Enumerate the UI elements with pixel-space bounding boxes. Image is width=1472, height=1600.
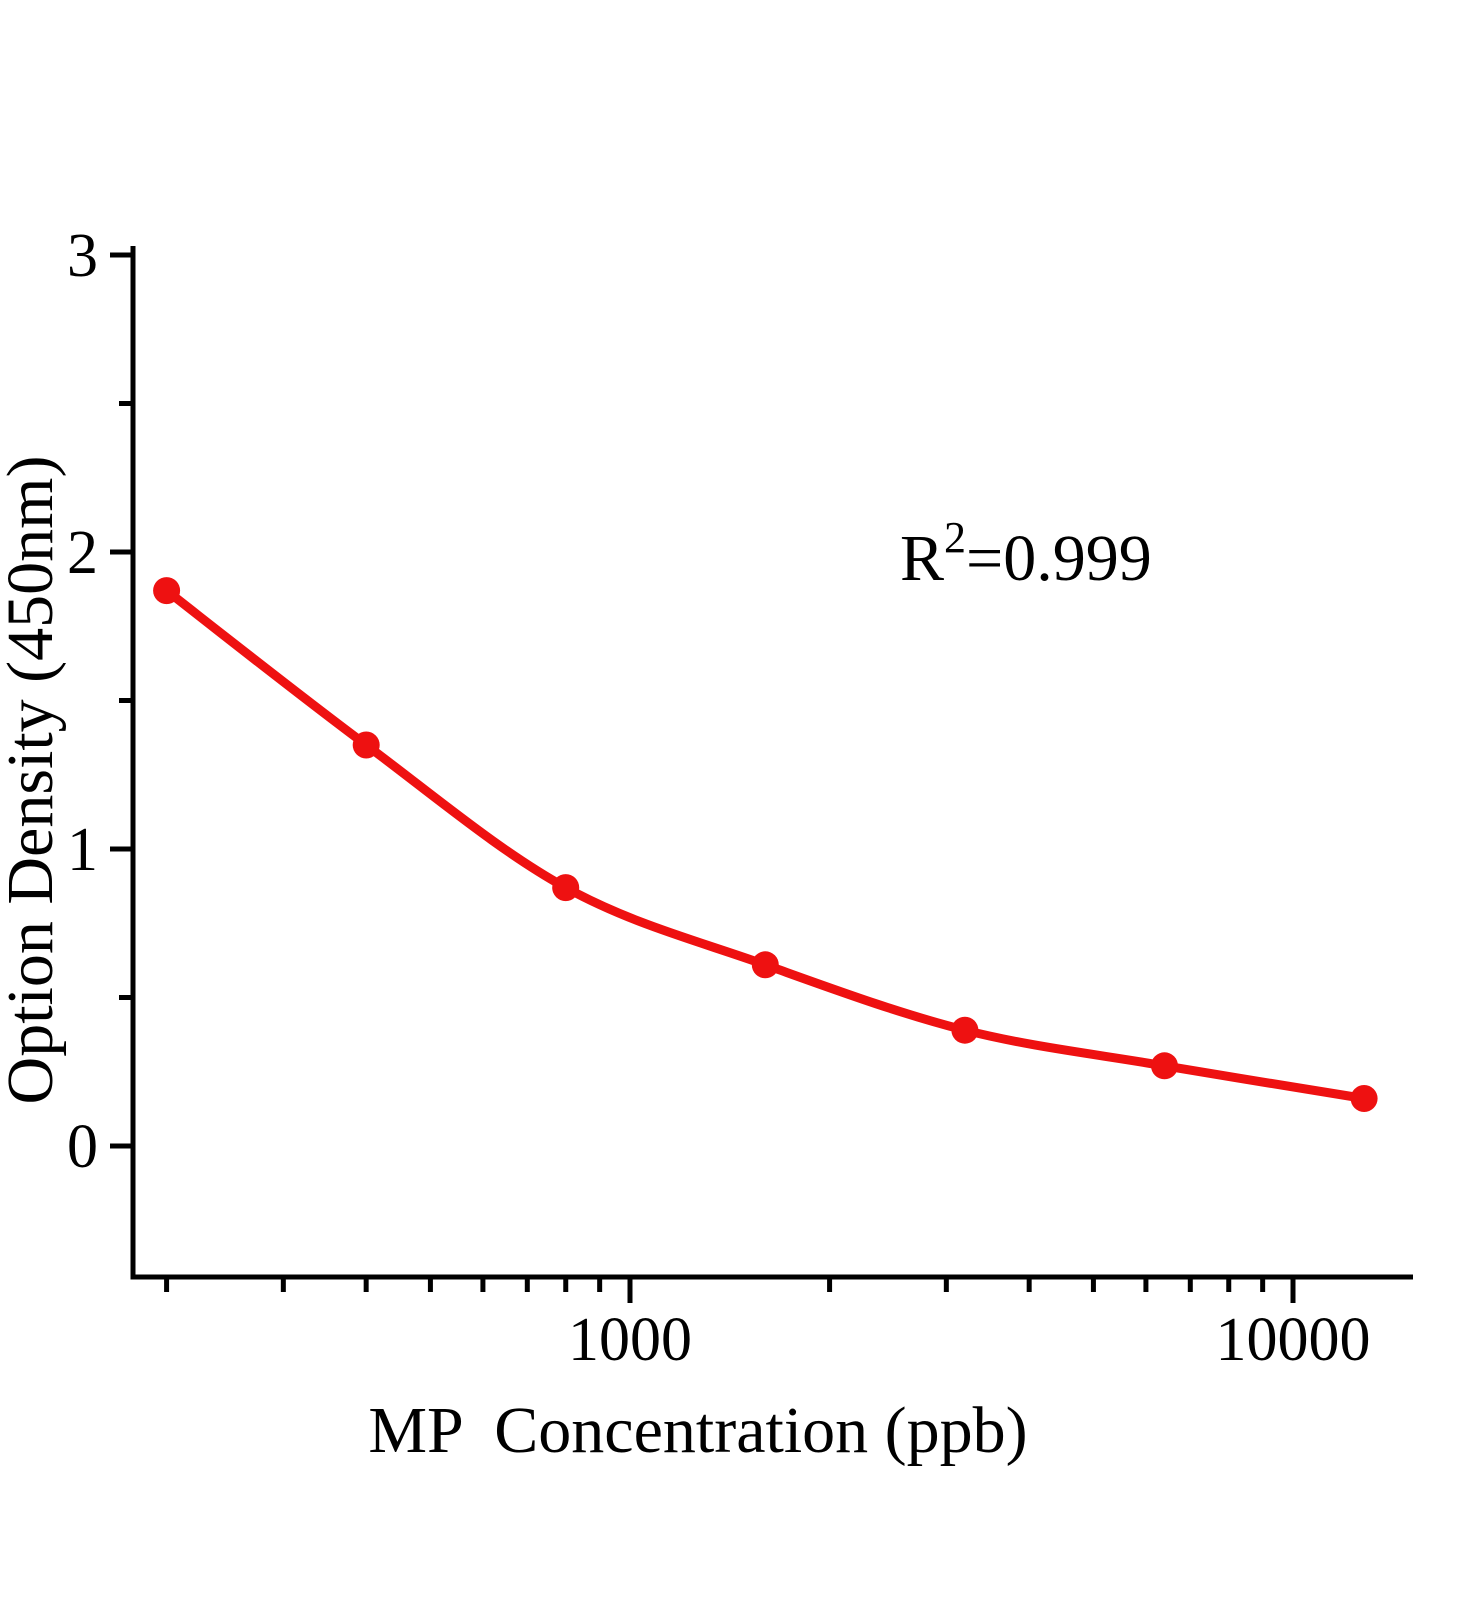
data-point-marker	[751, 951, 779, 979]
ticks-group: 0 1 2 3 1000 10000	[67, 222, 1371, 1374]
r-squared-annotation: R2=0.999	[900, 513, 1152, 595]
axes-group	[130, 246, 1413, 1280]
data-point-marker	[352, 731, 380, 759]
x-tick-label: 10000	[1216, 1306, 1371, 1374]
data-point-marker	[153, 577, 181, 605]
data-point-marker	[1350, 1085, 1378, 1112]
data-series-group	[153, 577, 1378, 1112]
data-point-marker	[1151, 1052, 1178, 1080]
y-axis-label: Option Density (450nm)	[0, 456, 67, 1105]
fit-curve	[162, 586, 1369, 1103]
axis-frame	[130, 246, 1413, 1280]
y-tick-label: 1	[67, 816, 98, 884]
y-tick-label: 0	[67, 1113, 98, 1181]
y-tick-label: 3	[67, 222, 98, 290]
axis-labels-group: MP Concentration (ppb) Option Density (45…	[0, 456, 1152, 1467]
x-tick-label: 1000	[568, 1306, 692, 1374]
x-axis-label: MP Concentration (ppb)	[368, 1394, 1027, 1467]
data-point-marker	[951, 1016, 979, 1044]
data-point-marker	[552, 874, 580, 902]
y-tick-label: 2	[67, 519, 98, 587]
